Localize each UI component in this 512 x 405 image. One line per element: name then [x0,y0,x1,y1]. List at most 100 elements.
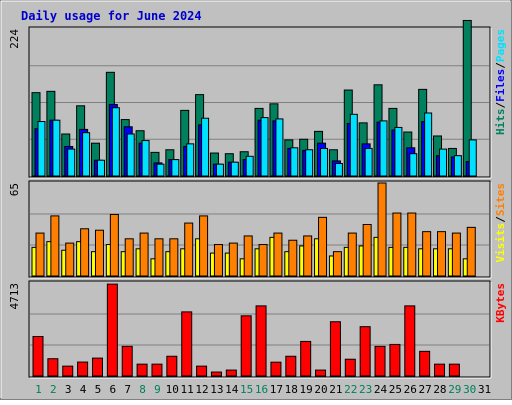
legend-pages: Pages [494,29,507,62]
bar-kbytes-day-3 [62,365,74,377]
bar-pages-day-15 [245,155,254,177]
legend-sites: Sites [494,183,507,216]
x-tick-label: 3 [65,383,72,396]
x-tick-label: 30 [463,383,476,396]
bar-sites-day-16 [258,244,268,277]
bar-kbytes-day-20 [315,369,327,377]
bar-pages-day-22 [349,113,358,177]
bar-kbytes-day-16 [255,305,267,377]
bar-kbytes-day-8 [136,363,148,377]
bar-kbytes-day-12 [196,365,208,377]
bar-sites-day-17 [273,232,283,277]
bar-kbytes-day-26 [404,305,416,377]
bar-kbytes-day-24 [374,345,386,377]
bar-pages-day-1 [37,121,46,177]
x-tick-label: 21 [329,383,342,396]
bar-sites-day-13 [213,244,223,277]
y-max-label: 224 [8,29,21,49]
legend-separator: / [494,102,507,109]
bar-sites-day-12 [199,215,209,277]
x-tick-label: 14 [225,383,239,396]
x-tick-label: 16 [255,383,268,396]
bar-pages-day-27 [424,112,433,177]
x-tick-label: 10 [166,383,179,396]
bar-sites-day-18 [288,239,298,277]
x-tick-label: 27 [418,383,431,396]
bar-kbytes-day-4 [77,361,89,377]
bar-pages-day-17 [275,118,284,177]
bar-sites-day-21 [332,251,342,277]
bar-sites-day-30 [466,226,476,277]
legend: Visits/Sites [494,183,507,263]
x-tick-label: 15 [240,383,253,396]
x-tick-label: 5 [95,383,102,396]
bar-kbytes-day-29 [448,363,460,377]
bar-sites-day-15 [243,235,253,277]
bar-kbytes-day-21 [329,321,341,377]
bar-pages-day-24 [379,120,388,177]
bar-pages-day-7 [126,133,135,177]
x-tick-label: 1 [35,383,42,396]
legend: Hits/Files/Pages [494,29,507,135]
x-tick-label: 18 [285,383,298,396]
bar-kbytes-day-10 [166,355,178,377]
chart-title: Daily usage for June 2024 [21,9,202,23]
x-tick-label: 24 [374,383,388,396]
bar-pages-day-6 [111,107,120,177]
bar-kbytes-day-11 [181,311,193,377]
bar-kbytes-day-7 [121,345,133,377]
bar-pages-day-23 [364,147,373,177]
bar-kbytes-day-13 [210,371,222,377]
bar-kbytes-day-27 [419,350,431,377]
x-tick-label: 20 [314,383,327,396]
bar-sites-day-28 [437,231,447,277]
x-tick-label: 7 [124,383,131,396]
panel-visits-sites: 65 Visits/Sites [8,180,507,279]
bar-kbytes-day-5 [91,357,103,377]
x-tick-label: 2 [50,383,57,396]
bar-pages-day-28 [439,148,448,177]
bar-pages-day-9 [156,163,165,177]
x-tick-label: 31 [478,383,491,396]
bar-pages-day-12 [201,117,210,177]
x-tick-label: 13 [210,383,223,396]
legend-hits: Hits [494,109,507,136]
legend-kbytes: KBytes [494,283,507,323]
x-tick-label: 17 [270,383,283,396]
bar-sites-day-23 [362,223,372,277]
bar-pages-day-5 [96,159,105,177]
bar-pages-day-2 [52,119,61,177]
bar-sites-day-10 [169,238,179,277]
bar-sites-day-22 [347,232,357,277]
x-tick-label: 4 [80,383,87,396]
bar-kbytes-day-28 [434,363,446,377]
bar-pages-day-10 [171,159,180,177]
bar-pages-day-26 [409,153,418,177]
x-tick-label: 25 [389,383,402,396]
bar-pages-day-3 [67,148,76,177]
bar-kbytes-day-25 [389,343,401,377]
bar-sites-day-26 [407,212,417,277]
bar-pages-day-30 [468,139,477,177]
bar-kbytes-day-19 [300,340,312,377]
bar-kbytes-day-14 [225,369,237,377]
x-tick-label: 8 [139,383,146,396]
bar-pages-day-19 [305,149,314,177]
x-tick-label: 9 [154,383,161,396]
bar-sites-day-5 [94,229,104,277]
y-max-label: 65 [8,183,21,196]
legend-separator: / [494,62,507,69]
bar-pages-day-4 [82,132,91,177]
bar-pages-day-14 [230,161,239,177]
legend-files: Files [494,69,507,102]
bar-sites-day-7 [124,238,134,277]
bar-pages-day-8 [141,140,150,177]
bar-kbytes-day-2 [47,358,59,377]
bar-sites-day-27 [422,231,432,277]
bar-sites-day-9 [154,238,164,277]
bar-kbytes-day-18 [285,355,297,377]
bar-pages-day-29 [453,155,462,177]
bar-kbytes-day-23 [359,326,371,377]
x-tick-label: 26 [404,383,417,396]
